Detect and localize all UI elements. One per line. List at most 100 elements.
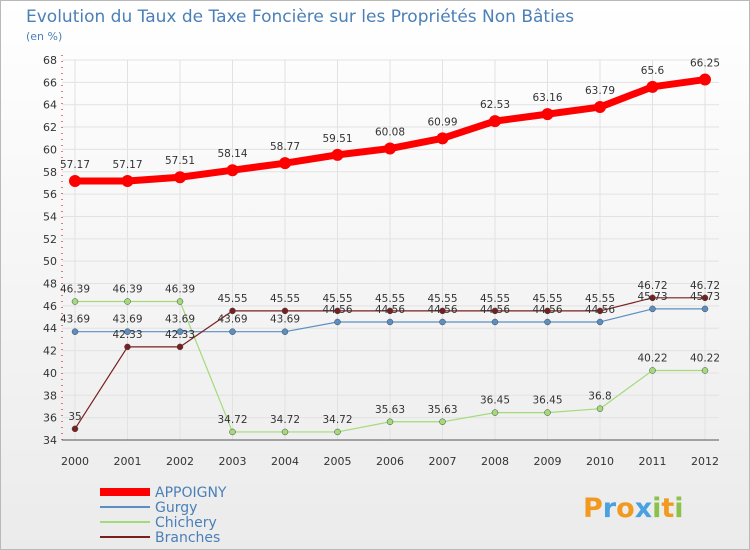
data-point (386, 307, 394, 315)
data-label: 45.55 (322, 293, 352, 305)
legend-swatch-branches (100, 536, 150, 538)
data-label: 60.99 (427, 116, 457, 128)
data-point (701, 305, 709, 313)
data-label: 43.69 (270, 314, 300, 326)
data-point (174, 171, 186, 184)
data-point (649, 294, 656, 302)
brand-text: Proxiti (583, 493, 684, 524)
data-point (596, 307, 604, 315)
y-tick-label: 58 (43, 166, 57, 179)
data-point (279, 157, 291, 170)
data-label: 58.77 (270, 141, 300, 153)
data-point (176, 298, 184, 305)
data-label: 36.45 (532, 395, 562, 407)
data-label: 46.39 (112, 284, 142, 296)
data-point (649, 305, 656, 313)
y-tick-label: 56 (43, 188, 57, 201)
legend-label-appoigny: APPOIGNY (155, 485, 227, 501)
series-layer (69, 73, 711, 436)
y-tick-label: 64 (43, 99, 57, 112)
x-axis-ticks: 2000 2001 2002 2003 2004 2005 2006 2007 2008 2009… (61, 455, 719, 468)
data-label: 65.6 (641, 65, 665, 77)
y-tick-label: 34 (43, 434, 57, 447)
data-point (436, 132, 449, 145)
x-tick-label: 2011 (639, 455, 667, 468)
data-point (544, 307, 551, 315)
data-point (229, 428, 236, 436)
data-label: 36.45 (480, 395, 510, 407)
data-label: 35.63 (375, 404, 405, 416)
y-tick-label: 66 (43, 76, 57, 89)
x-tick-label: 2009 (534, 455, 562, 468)
data-label: 46.72 (637, 280, 667, 292)
data-label: 43.69 (60, 314, 90, 326)
data-label: 44.56 (322, 304, 352, 316)
data-label: 42.33 (165, 329, 195, 341)
data-label: 57.51 (165, 155, 195, 167)
x-tick-label: 2010 (586, 455, 614, 468)
data-point (491, 409, 499, 416)
data-point (491, 307, 499, 315)
data-label: 35 (68, 411, 81, 423)
data-label: 43.69 (217, 314, 247, 326)
data-point (71, 328, 79, 335)
data-point (176, 328, 184, 335)
data-point (121, 175, 134, 188)
x-tick-label: 2012 (691, 455, 719, 468)
x-tick-label: 2006 (376, 455, 404, 468)
y-tick-label: 48 (43, 278, 57, 291)
data-point (596, 405, 604, 412)
data-point (649, 367, 656, 374)
data-label: 42.33 (112, 329, 142, 341)
data-label: 62.53 (480, 99, 510, 111)
data-label: 43.69 (112, 314, 142, 326)
chart-title: Evolution du Taux de Taxe Foncière sur l… (26, 7, 574, 27)
x-tick-label: 2007 (429, 455, 457, 468)
data-point (386, 418, 394, 426)
data-label: 40.22 (637, 352, 667, 364)
data-label: 57.17 (60, 159, 90, 171)
data-point (594, 101, 606, 114)
data-point (226, 164, 239, 177)
x-tick-label: 2002 (166, 455, 194, 468)
data-point (71, 425, 79, 433)
data-label: 46.39 (60, 284, 90, 296)
legend-swatch-gurgy (100, 506, 150, 508)
legend-label-gurgy: Gurgy (155, 500, 197, 516)
data-point (384, 142, 396, 155)
data-label: 35.63 (427, 404, 457, 416)
x-tick-label: 2008 (481, 455, 509, 468)
data-label: 45.55 (427, 293, 457, 305)
data-point (331, 148, 344, 161)
data-point (646, 80, 659, 93)
data-label: 45.55 (375, 293, 405, 305)
data-label: 45.73 (690, 291, 720, 303)
data-point (544, 409, 551, 416)
axes (61, 55, 719, 441)
y-tick-label: 40 (43, 367, 57, 380)
legend-label-branches: Branches (155, 530, 220, 546)
data-label: 46.72 (690, 280, 720, 292)
x-tick-label: 2005 (324, 455, 352, 468)
data-label: 40.22 (690, 352, 720, 364)
data-point (281, 428, 289, 436)
legend-swatch-appoigny (100, 488, 150, 496)
grid (62, 59, 719, 441)
data-point (176, 343, 184, 351)
data-label: 63.79 (585, 85, 615, 97)
data-label: 60.08 (375, 127, 405, 139)
data-point (229, 307, 236, 315)
legend-swatch-chichery (100, 521, 150, 523)
y-tick-label: 44 (43, 322, 57, 335)
data-point (439, 318, 446, 326)
data-point (71, 298, 79, 305)
y-axis-ticks: 34 36 38 40 42 44 46 48 50 52 54 56 58 60 62 64 66 68 (43, 54, 57, 447)
y-tick-label: 52 (43, 233, 57, 246)
data-point (489, 115, 501, 128)
data-label: 45.55 (532, 293, 562, 305)
data-point (439, 307, 446, 315)
data-label: 34.72 (322, 414, 352, 426)
data-label: 45.55 (585, 293, 615, 305)
data-point (334, 428, 341, 436)
